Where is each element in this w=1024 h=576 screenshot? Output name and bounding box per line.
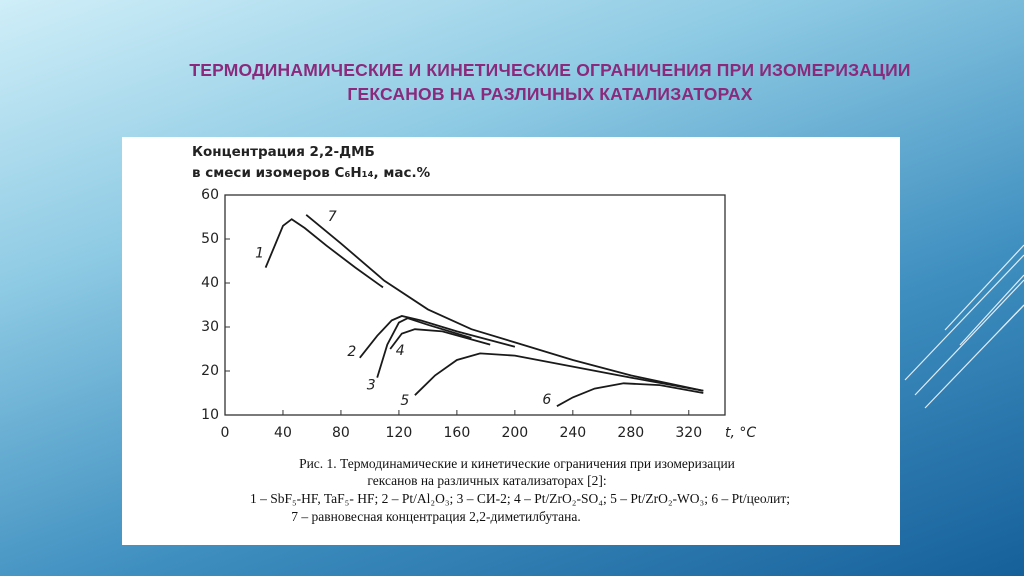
chart: Концентрация 2,2-ДМБ в смеси изомеров C₆… <box>192 144 790 524</box>
y-tick-label: 60 <box>201 187 219 203</box>
title-line: ГЕКСАНОВ НА РАЗЛИЧНЫХ КАТАЛИЗАТОРАХ <box>347 84 753 104</box>
caption: гексанов на различных катализаторах [2]: <box>367 473 606 488</box>
x-tick-label: 0 <box>221 425 230 441</box>
y-axis-label: в смеси изомеров C₆H₁₄, мас.% <box>192 165 431 181</box>
plot-frame <box>224 194 726 416</box>
series-line <box>264 218 384 289</box>
y-tick-label: 20 <box>201 363 219 379</box>
y-tick-label: 10 <box>201 407 219 423</box>
y-tick-label: 30 <box>201 319 219 335</box>
y-axis-label: Концентрация 2,2-ДМБ <box>192 144 375 160</box>
series-line <box>414 352 704 396</box>
x-axis-label: t, °C <box>725 425 756 441</box>
series-line <box>556 382 704 407</box>
x-tick-label: 120 <box>386 425 413 441</box>
caption: Рис. 1. Термодинамические и кинетические… <box>299 456 735 471</box>
figure-panel: Концентрация 2,2-ДМБ в смеси изомеров C₆… <box>122 137 900 545</box>
series-label: 6 <box>542 392 551 408</box>
series-label: 1 <box>255 246 264 262</box>
series-label: 5 <box>400 393 409 409</box>
x-tick-label: 40 <box>274 425 292 441</box>
title-line: ТЕРМОДИНАМИЧЕСКИЕ И КИНЕТИЧЕСКИЕ ОГРАНИЧ… <box>189 60 911 80</box>
x-tick-label: 80 <box>332 425 350 441</box>
series-label: 2 <box>347 344 356 360</box>
series-line <box>389 328 491 350</box>
y-tick-label: 40 <box>201 275 219 291</box>
caption: 1 – SbF₅-HF, TaF₅- HF; 2 – Pt/Al₂O₃; 3 –… <box>250 491 790 506</box>
series-label: 3 <box>367 378 376 394</box>
series-line <box>305 214 704 392</box>
slide-title: ТЕРМОДИНАМИЧЕСКИЕ И КИНЕТИЧЕСКИЕ ОГРАНИЧ… <box>140 58 960 106</box>
series-label: 7 <box>328 209 337 225</box>
x-tick-label: 200 <box>501 425 528 441</box>
x-tick-label: 160 <box>444 425 471 441</box>
caption: 7 – равновесная концентрация 2,2-диметил… <box>291 509 581 524</box>
series-label: 4 <box>396 343 405 359</box>
series-line <box>359 315 516 359</box>
x-tick-label: 280 <box>617 425 644 441</box>
series-line <box>376 317 472 378</box>
y-tick-label: 50 <box>201 231 219 247</box>
x-tick-label: 240 <box>559 425 586 441</box>
x-tick-label: 320 <box>675 425 702 441</box>
